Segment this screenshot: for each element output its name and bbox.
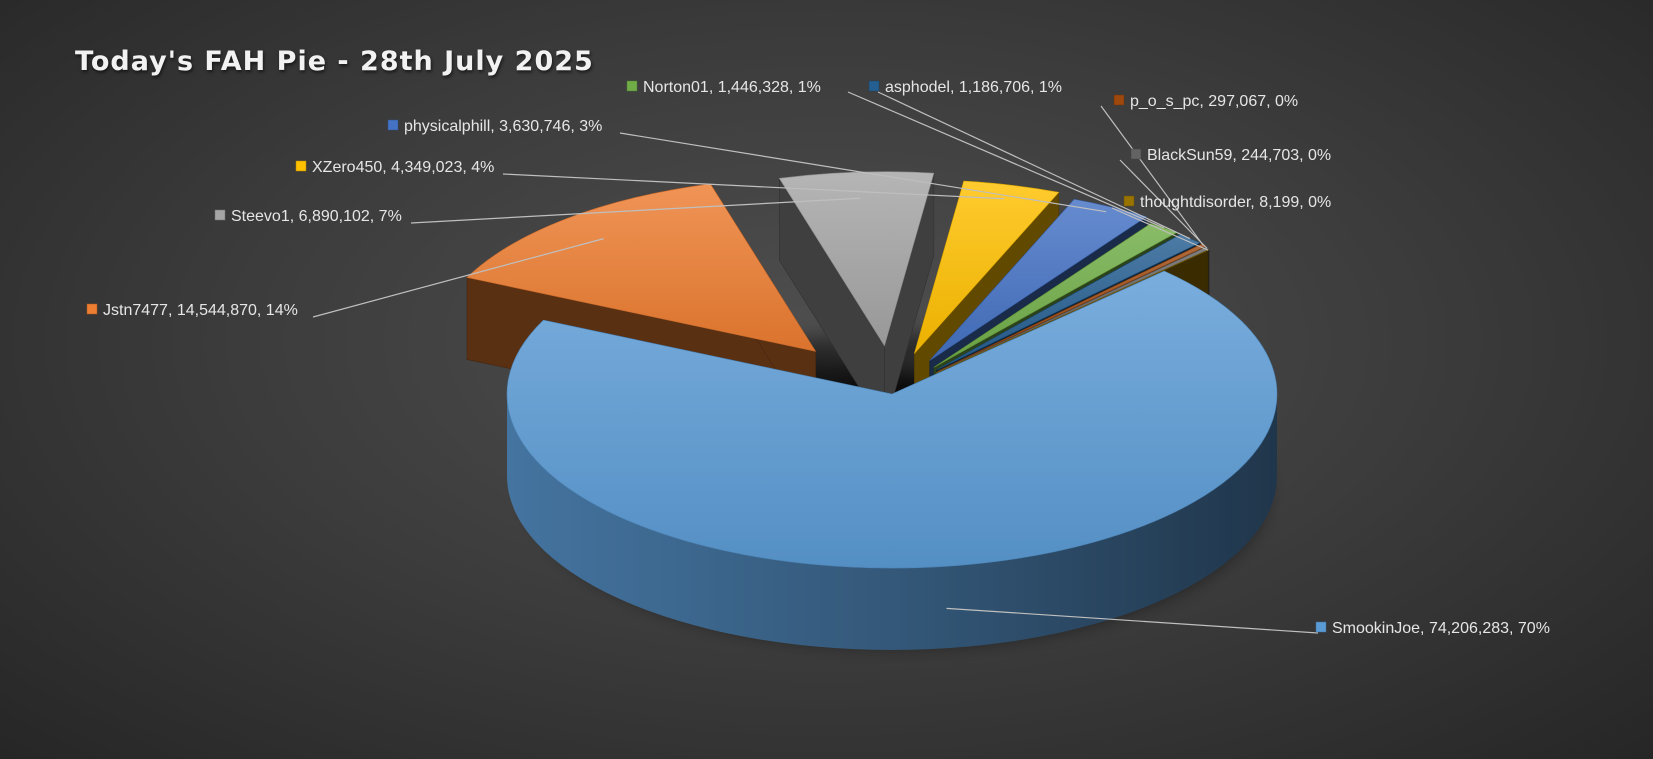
data-label-text-SmookinJoe: SmookinJoe, 74,206,283, 70% — [1332, 620, 1550, 637]
data-label-XZero450: XZero450, 4,349,023, 4% — [295, 159, 494, 176]
leader-line-physicalphill — [619, 132, 1107, 213]
leader-line-BlackSun59 — [1119, 159, 1208, 249]
data-label-text-BlackSun59: BlackSun59, 244,703, 0% — [1147, 147, 1331, 164]
leader-line-Norton01 — [847, 91, 1165, 229]
slice-side-SmookinJoe — [507, 394, 1277, 650]
data-label-text-thoughtdisorder: thoughtdisorder, 8,199, 0% — [1140, 194, 1331, 211]
data-label-text-asphodel: asphodel, 1,186,706, 1% — [885, 79, 1062, 96]
legend-key-BlackSun59 — [1130, 148, 1142, 160]
data-label-thoughtdisorder: thoughtdisorder, 8,199, 0% — [1123, 194, 1331, 211]
data-label-p_o_s_pc: p_o_s_pc, 297,067, 0% — [1113, 93, 1298, 110]
leader-line-asphodel — [877, 91, 1191, 240]
legend-key-Steevo1 — [214, 209, 226, 221]
legend-key-physicalphill — [387, 119, 399, 131]
legend-key-SmookinJoe — [1315, 621, 1327, 633]
chart-title: Today's FAH Pie - 28th July 2025 — [75, 46, 594, 77]
data-label-physicalphill: physicalphill, 3,630,746, 3% — [387, 118, 602, 135]
leader-line-XZero450 — [502, 173, 1005, 200]
leader-line-SmookinJoe — [946, 607, 1319, 634]
data-label-text-physicalphill: physicalphill, 3,630,746, 3% — [404, 118, 602, 135]
leader-line-p_o_s_pc — [1100, 105, 1204, 246]
legend-key-Jstn7477 — [86, 303, 98, 315]
leader-line-Jstn7477 — [312, 238, 604, 318]
pie-slice-Steevo1 — [778, 171, 935, 347]
data-label-Norton01: Norton01, 1,446,328, 1% — [626, 79, 821, 96]
pie-slice-SmookinJoe — [506, 270, 1278, 569]
data-label-text-Jstn7477: Jstn7477, 14,544,870, 14% — [103, 302, 298, 319]
data-label-Jstn7477: Jstn7477, 14,544,870, 14% — [86, 302, 298, 319]
legend-key-XZero450 — [295, 160, 307, 172]
legend-key-Norton01 — [626, 80, 638, 92]
pie-slice-XZero450 — [914, 180, 1060, 354]
data-label-Steevo1: Steevo1, 6,890,102, 7% — [214, 208, 402, 225]
data-label-text-Steevo1: Steevo1, 6,890,102, 7% — [231, 208, 402, 225]
data-label-SmookinJoe: SmookinJoe, 74,206,283, 70% — [1315, 620, 1550, 637]
data-label-text-XZero450: XZero450, 4,349,023, 4% — [312, 159, 494, 176]
data-label-text-Norton01: Norton01, 1,446,328, 1% — [643, 79, 821, 96]
pie-slice-physicalphill — [929, 198, 1148, 361]
data-label-asphodel: asphodel, 1,186,706, 1% — [868, 79, 1062, 96]
legend-key-thoughtdisorder — [1123, 195, 1135, 207]
pie-slice-Jstn7477 — [466, 183, 817, 352]
leader-line-Steevo1 — [410, 197, 861, 224]
legend-key-p_o_s_pc — [1113, 94, 1125, 106]
legend-key-asphodel — [868, 80, 880, 92]
leader-line-thoughtdisorder — [1111, 207, 1209, 251]
data-label-text-p_o_s_pc: p_o_s_pc, 297,067, 0% — [1130, 93, 1298, 110]
data-label-BlackSun59: BlackSun59, 244,703, 0% — [1130, 147, 1331, 164]
